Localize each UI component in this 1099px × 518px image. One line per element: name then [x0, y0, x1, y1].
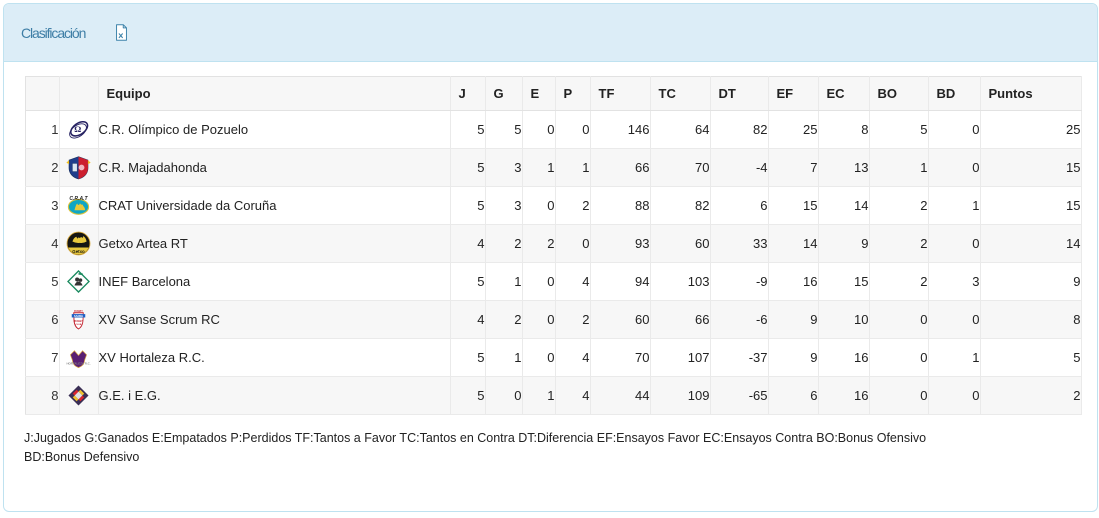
svg-text:CLUB: CLUB — [76, 324, 82, 326]
svg-text:Getxo: Getxo — [72, 249, 85, 254]
svg-text:RUGBY: RUGBY — [74, 321, 83, 323]
svg-text:SANSE: SANSE — [74, 314, 83, 318]
svg-text:RUGBY: RUGBY — [74, 310, 83, 313]
svg-text:C.R.A.T: C.R.A.T — [69, 196, 88, 202]
svg-text:HORTALEZA R.C.: HORTALEZA R.C. — [66, 361, 90, 365]
svg-text:Ω: Ω — [74, 124, 81, 134]
